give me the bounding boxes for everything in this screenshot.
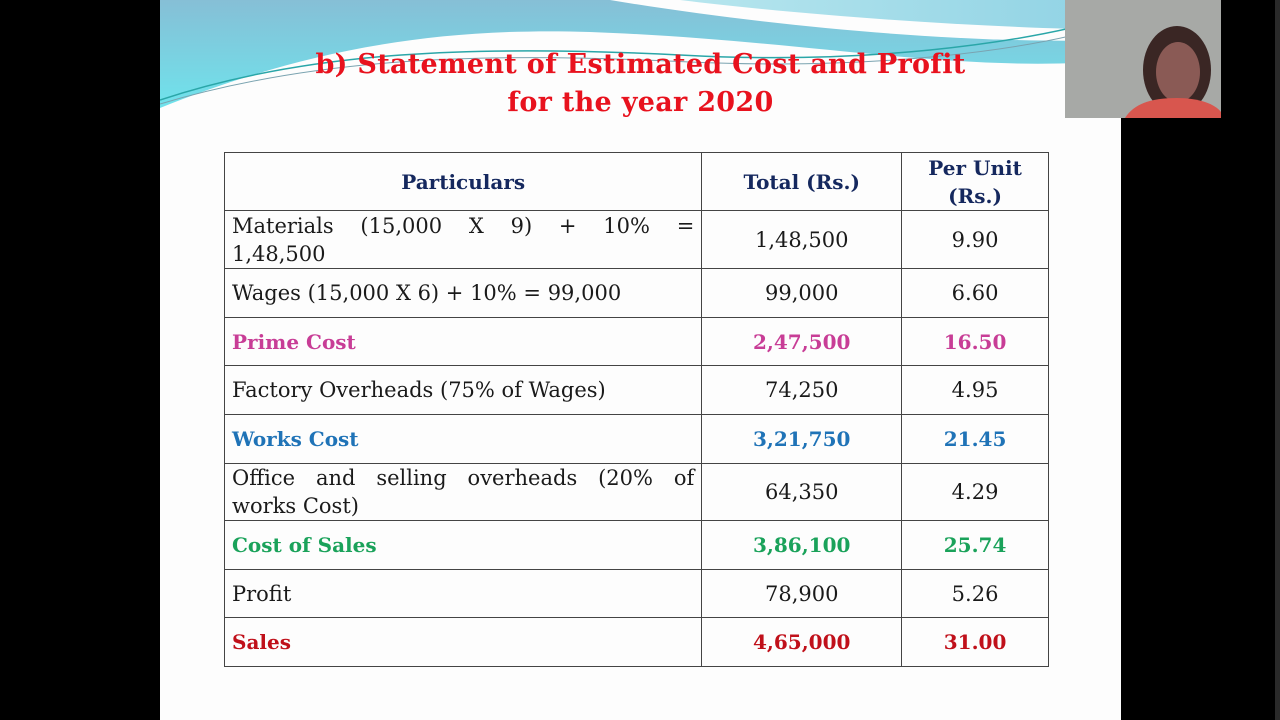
cell-particulars: Works Cost [223, 414, 703, 464]
cell-particulars: Materials (15,000 X 9) + 10% = 1,48,500 [223, 210, 703, 269]
video-edge-strip [1275, 0, 1280, 720]
table-row-wages: Wages (15,000 X 6) + 10% = 99,000 99,000… [223, 268, 1049, 318]
header-particulars: Particulars [223, 152, 703, 211]
slide-background-wave [160, 0, 1121, 108]
table-header-row: Particulars Total (Rs.) Per Unit (Rs.) [223, 152, 1049, 211]
cell-per-unit: 6.60 [901, 268, 1049, 318]
cell-particulars: Office and selling overheads (20% of wor… [223, 463, 703, 521]
cell-per-unit: 9.90 [901, 210, 1049, 269]
header-per-unit: Per Unit (Rs.) [901, 152, 1049, 211]
cell-total: 4,65,000 [701, 617, 903, 667]
cell-per-unit: 4.95 [901, 365, 1049, 415]
cell-per-unit: 4.29 [901, 463, 1049, 521]
table-row-cost-of-sales: Cost of Sales 3,86,100 25.74 [223, 520, 1049, 570]
cell-per-unit: 31.00 [901, 617, 1049, 667]
cell-total: 1,48,500 [701, 210, 903, 269]
slide-title-line2: for the year 2020 [507, 87, 774, 118]
cell-total: 3,21,750 [701, 414, 903, 464]
cell-particulars: Wages (15,000 X 6) + 10% = 99,000 [223, 268, 703, 318]
cell-total: 99,000 [701, 268, 903, 318]
table-row-factory-overheads: Factory Overheads (75% of Wages) 74,250 … [223, 365, 1049, 415]
cell-per-unit: 21.45 [901, 414, 1049, 464]
cell-total: 74,250 [701, 365, 903, 415]
presentation-slide: b) Statement of Estimated Cost and Profi… [160, 0, 1121, 720]
cell-per-unit: 5.26 [901, 569, 1049, 618]
cell-particulars: Profit [223, 569, 703, 618]
presenter-silhouette [1065, 0, 1221, 118]
cell-per-unit: 25.74 [901, 520, 1049, 570]
cost-statement-table: Particulars Total (Rs.) Per Unit (Rs.) M… [223, 152, 1049, 667]
slide-title-line1: b) Statement of Estimated Cost and Profi… [315, 49, 966, 80]
table-row-sales: Sales 4,65,000 31.00 [223, 617, 1049, 667]
cell-particulars: Cost of Sales [223, 520, 703, 570]
cell-total: 2,47,500 [701, 317, 903, 366]
header-total: Total (Rs.) [701, 152, 903, 211]
cell-total: 78,900 [701, 569, 903, 618]
cell-particulars: Prime Cost [223, 317, 703, 366]
table-row-prime-cost: Prime Cost 2,47,500 16.50 [223, 317, 1049, 366]
table-row-works-cost: Works Cost 3,21,750 21.45 [223, 414, 1049, 464]
cell-particulars: Sales [223, 617, 703, 667]
presenter-webcam-video [1065, 0, 1221, 118]
cell-total: 3,86,100 [701, 520, 903, 570]
slide-title: b) Statement of Estimated Cost and Profi… [160, 46, 1121, 122]
cell-total: 64,350 [701, 463, 903, 521]
table-row-profit: Profit 78,900 5.26 [223, 569, 1049, 618]
table-row-office-selling-overheads: Office and selling overheads (20% of wor… [223, 463, 1049, 521]
cell-per-unit: 16.50 [901, 317, 1049, 366]
cell-particulars: Factory Overheads (75% of Wages) [223, 365, 703, 415]
table-row-materials: Materials (15,000 X 9) + 10% = 1,48,500 … [223, 210, 1049, 269]
